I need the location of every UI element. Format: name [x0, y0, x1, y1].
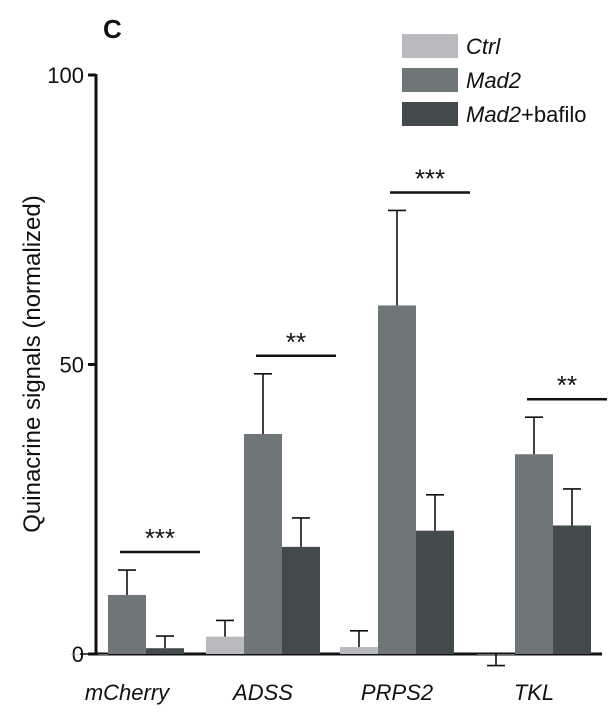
x-tick-label: ADSS — [231, 680, 293, 705]
legend-label: Mad2 — [466, 68, 521, 93]
bar-mad2-mcherry — [108, 594, 146, 654]
bar-mad2-bafilo-mcherry — [146, 648, 184, 654]
bar-ctrl-adss — [206, 636, 244, 654]
bar-mad2-bafilo-adss — [282, 546, 320, 654]
bar-mad2-bafilo-prps2 — [416, 530, 454, 654]
y-tick-label: 50 — [60, 353, 84, 378]
bars-group — [70, 305, 591, 655]
bar-mad2-adss — [244, 433, 282, 654]
significance-stars: *** — [415, 163, 445, 193]
x-tick-label: TKL — [514, 680, 554, 705]
bar-ctrl-prps2 — [340, 647, 378, 654]
legend-label: Ctrl — [466, 34, 501, 59]
bar-mad2-tkl — [515, 454, 553, 654]
panel-label: C — [103, 14, 122, 44]
y-axis-title: Quinacrine signals (normalized) — [19, 195, 46, 532]
significance-group: ********** — [120, 163, 607, 554]
error-bars-group — [80, 209, 581, 667]
x-tick-label: PRPS2 — [361, 680, 433, 705]
legend-swatch — [402, 102, 458, 126]
bar-mad2-prps2 — [378, 305, 416, 654]
significance-stars: *** — [145, 523, 175, 553]
legend-label: Mad2+bafilo — [466, 102, 587, 127]
x-tick-label: mCherry — [85, 680, 171, 705]
significance-stars: ** — [557, 370, 577, 400]
y-tick-label: 100 — [47, 63, 84, 88]
legend: Ctrl Mad2 Mad2+bafilo — [402, 34, 587, 127]
bar-mad2-bafilo-tkl — [553, 525, 591, 654]
legend-swatch — [402, 34, 458, 58]
legend-swatch — [402, 68, 458, 92]
significance-stars: ** — [286, 327, 306, 357]
